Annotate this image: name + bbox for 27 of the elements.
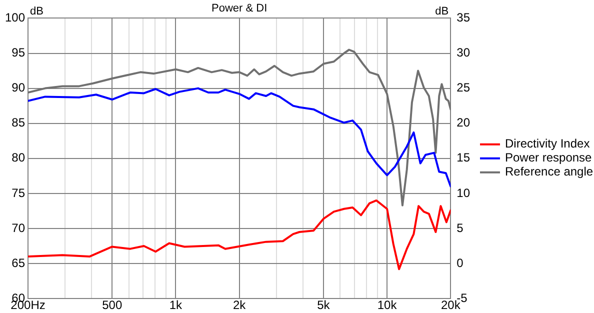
x-tick-label: 2k <box>232 298 247 312</box>
y2-tick-label: 25 <box>456 80 470 95</box>
y2-tick-label: 5 <box>456 220 464 235</box>
y2-tick-label: 35 <box>456 10 470 25</box>
legend-label: Directivity Index <box>505 136 590 151</box>
x-tick-label: 5k <box>317 298 331 312</box>
y2-tick-label: 30 <box>456 46 470 60</box>
y2-axis-title: dB <box>435 6 449 18</box>
y-tick-label: 100 <box>4 10 26 25</box>
x-tick-label: 1k <box>169 298 184 312</box>
y2-tick-label: 15 <box>456 150 470 165</box>
y2-tick-label: 20 <box>456 116 470 130</box>
y2-tick-label: 0 <box>456 256 464 270</box>
y-tick-label: 70 <box>12 220 26 235</box>
chart-title: Power & DI <box>212 2 268 15</box>
y-tick-label: 80 <box>12 150 26 165</box>
y-tick-label: 85 <box>12 116 26 130</box>
y-tick-label: 95 <box>12 46 26 60</box>
legend-label: Power response <box>505 150 592 165</box>
y-tick-label: 90 <box>12 80 26 95</box>
legend-label: Reference angle <box>505 164 594 179</box>
x-tick-label: 10k <box>377 298 398 312</box>
y-axis-title: dB <box>30 6 44 18</box>
y-tick-label: 65 <box>12 256 26 270</box>
y2-tick-label: 10 <box>456 186 470 200</box>
y-tick-label: 75 <box>12 186 26 200</box>
x-tick-label: 500 <box>102 298 122 312</box>
